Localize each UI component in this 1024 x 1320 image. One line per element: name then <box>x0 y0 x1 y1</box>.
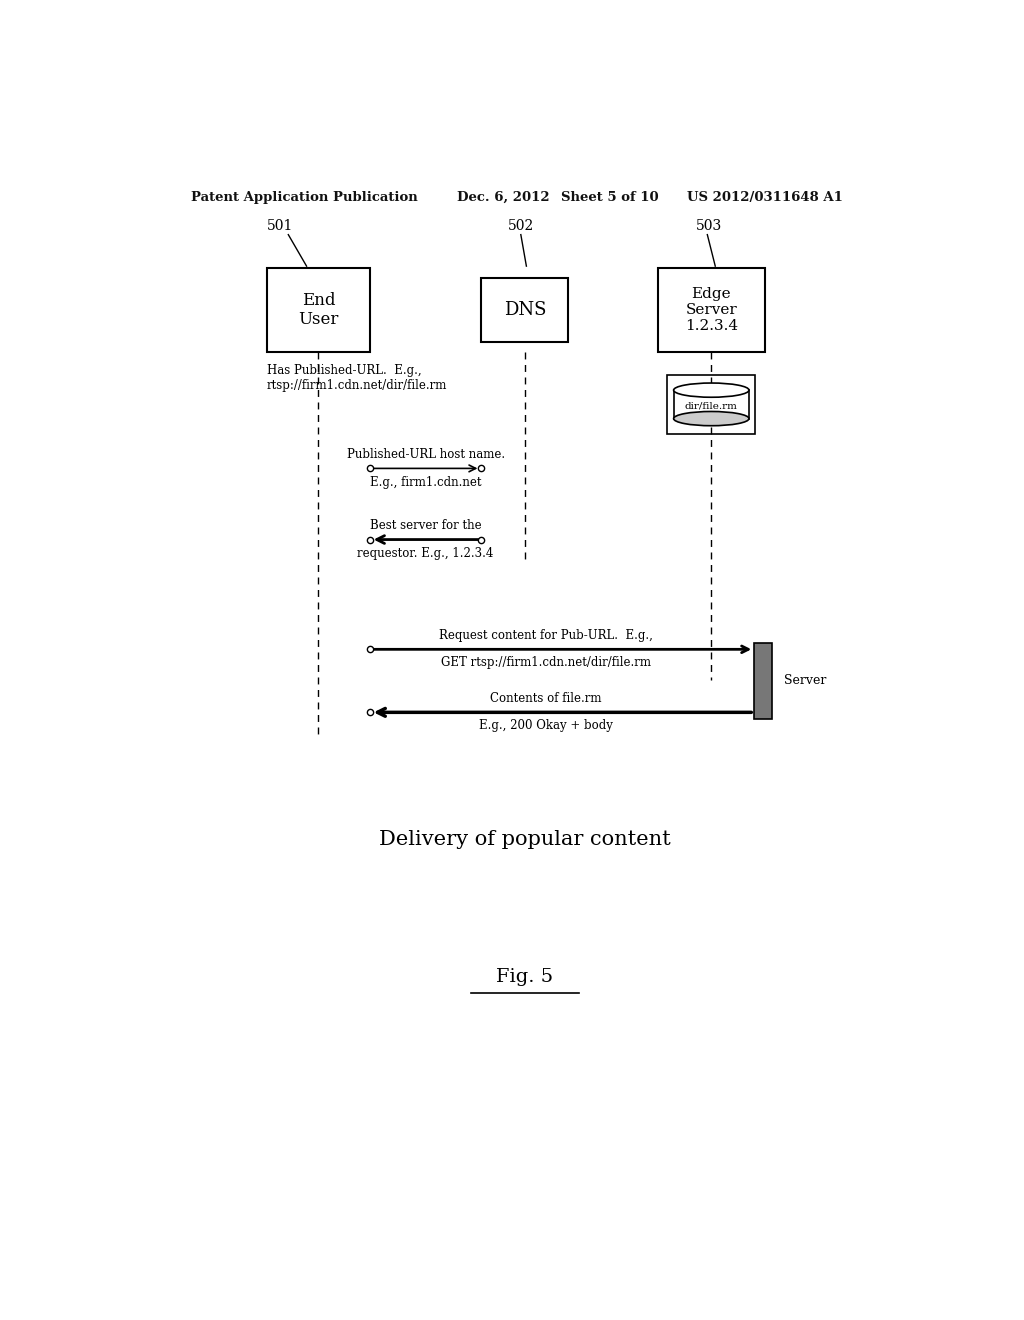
Text: Patent Application Publication: Patent Application Publication <box>191 190 418 203</box>
Text: End
User: End User <box>298 292 339 329</box>
FancyBboxPatch shape <box>267 268 370 351</box>
Ellipse shape <box>674 383 749 397</box>
Text: 501: 501 <box>267 219 294 232</box>
Text: Fig. 5: Fig. 5 <box>497 968 553 986</box>
FancyBboxPatch shape <box>657 268 765 351</box>
Text: requestor. E.g., 1.2.3.4: requestor. E.g., 1.2.3.4 <box>357 546 494 560</box>
Text: Contents of file.rm: Contents of file.rm <box>490 692 602 705</box>
Bar <box>674 391 749 418</box>
Text: E.g., 200 Okay + body: E.g., 200 Okay + body <box>479 719 613 733</box>
Text: 502: 502 <box>508 219 534 232</box>
Text: Dec. 6, 2012: Dec. 6, 2012 <box>458 190 550 203</box>
Text: Has Published-URL.  E.g.,
rtsp://firm1.cdn.net/dir/file.rm: Has Published-URL. E.g., rtsp://firm1.cd… <box>267 364 447 392</box>
Bar <box>668 375 756 434</box>
Text: E.g., firm1.cdn.net: E.g., firm1.cdn.net <box>370 475 481 488</box>
Text: US 2012/0311648 A1: US 2012/0311648 A1 <box>687 190 844 203</box>
Bar <box>754 643 772 719</box>
Text: GET rtsp://firm1.cdn.net/dir/file.rm: GET rtsp://firm1.cdn.net/dir/file.rm <box>441 656 651 669</box>
FancyBboxPatch shape <box>481 279 568 342</box>
Text: dir/file.rm: dir/file.rm <box>685 401 737 411</box>
Text: Delivery of popular content: Delivery of popular content <box>379 830 671 849</box>
Text: Server: Server <box>783 675 826 688</box>
Text: Sheet 5 of 10: Sheet 5 of 10 <box>560 190 658 203</box>
Text: Best server for the: Best server for the <box>370 520 481 532</box>
Text: Edge
Server
1.2.3.4: Edge Server 1.2.3.4 <box>685 286 738 333</box>
Ellipse shape <box>674 412 749 426</box>
Text: 503: 503 <box>695 219 722 232</box>
Text: Published-URL host name.: Published-URL host name. <box>346 449 505 461</box>
Text: DNS: DNS <box>504 301 546 319</box>
Text: Request content for Pub-URL.  E.g.,: Request content for Pub-URL. E.g., <box>439 630 653 643</box>
